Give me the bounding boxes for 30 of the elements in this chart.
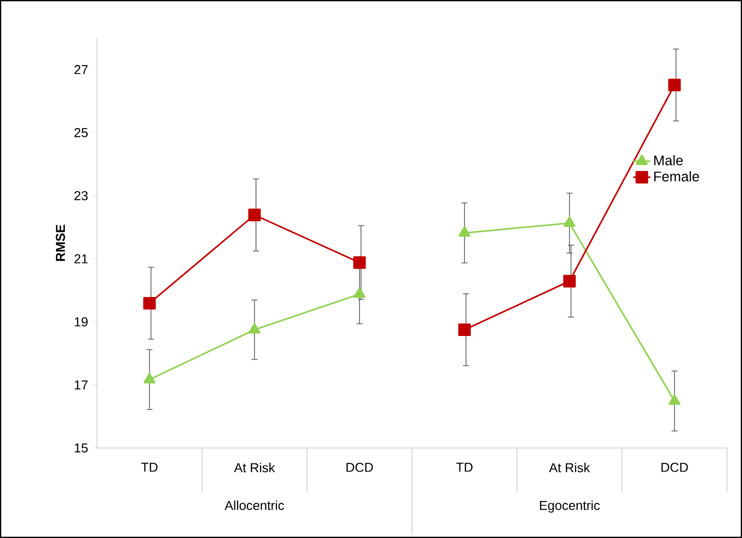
y-axis-title: RMSE [56, 224, 65, 261]
point [143, 296, 156, 310]
y-tick-label: 23 [74, 191, 88, 200]
y-tick-label: 19 [74, 317, 88, 326]
y-tick-label: 21 [74, 254, 88, 264]
point [458, 323, 471, 336]
point [248, 322, 260, 334]
y-tick-label: 25 [74, 128, 88, 138]
point [144, 372, 156, 384]
point [353, 256, 366, 269]
text: Egocentric [540, 500, 600, 513]
point [668, 394, 680, 405]
point [354, 287, 366, 298]
x-tick-label: At Risk [234, 462, 276, 472]
y-tick-label: 27 [74, 65, 88, 74]
y-tick-label: 15 [74, 443, 88, 453]
legend-label: Male [654, 155, 683, 166]
point [458, 226, 470, 237]
x-tick-label: At Risk [549, 462, 590, 472]
legend-label: Female [654, 171, 700, 182]
x-tick-label: DCD [662, 462, 688, 472]
point [248, 208, 261, 222]
x-tick-label: TD [456, 462, 473, 472]
y-tick-label: 17 [74, 380, 88, 390]
x-tick-label: TD [141, 462, 158, 472]
point [668, 78, 681, 92]
text: Allocentric [224, 500, 284, 510]
point [564, 216, 576, 227]
point [563, 274, 576, 288]
x-tick-label: DCD [346, 462, 373, 472]
